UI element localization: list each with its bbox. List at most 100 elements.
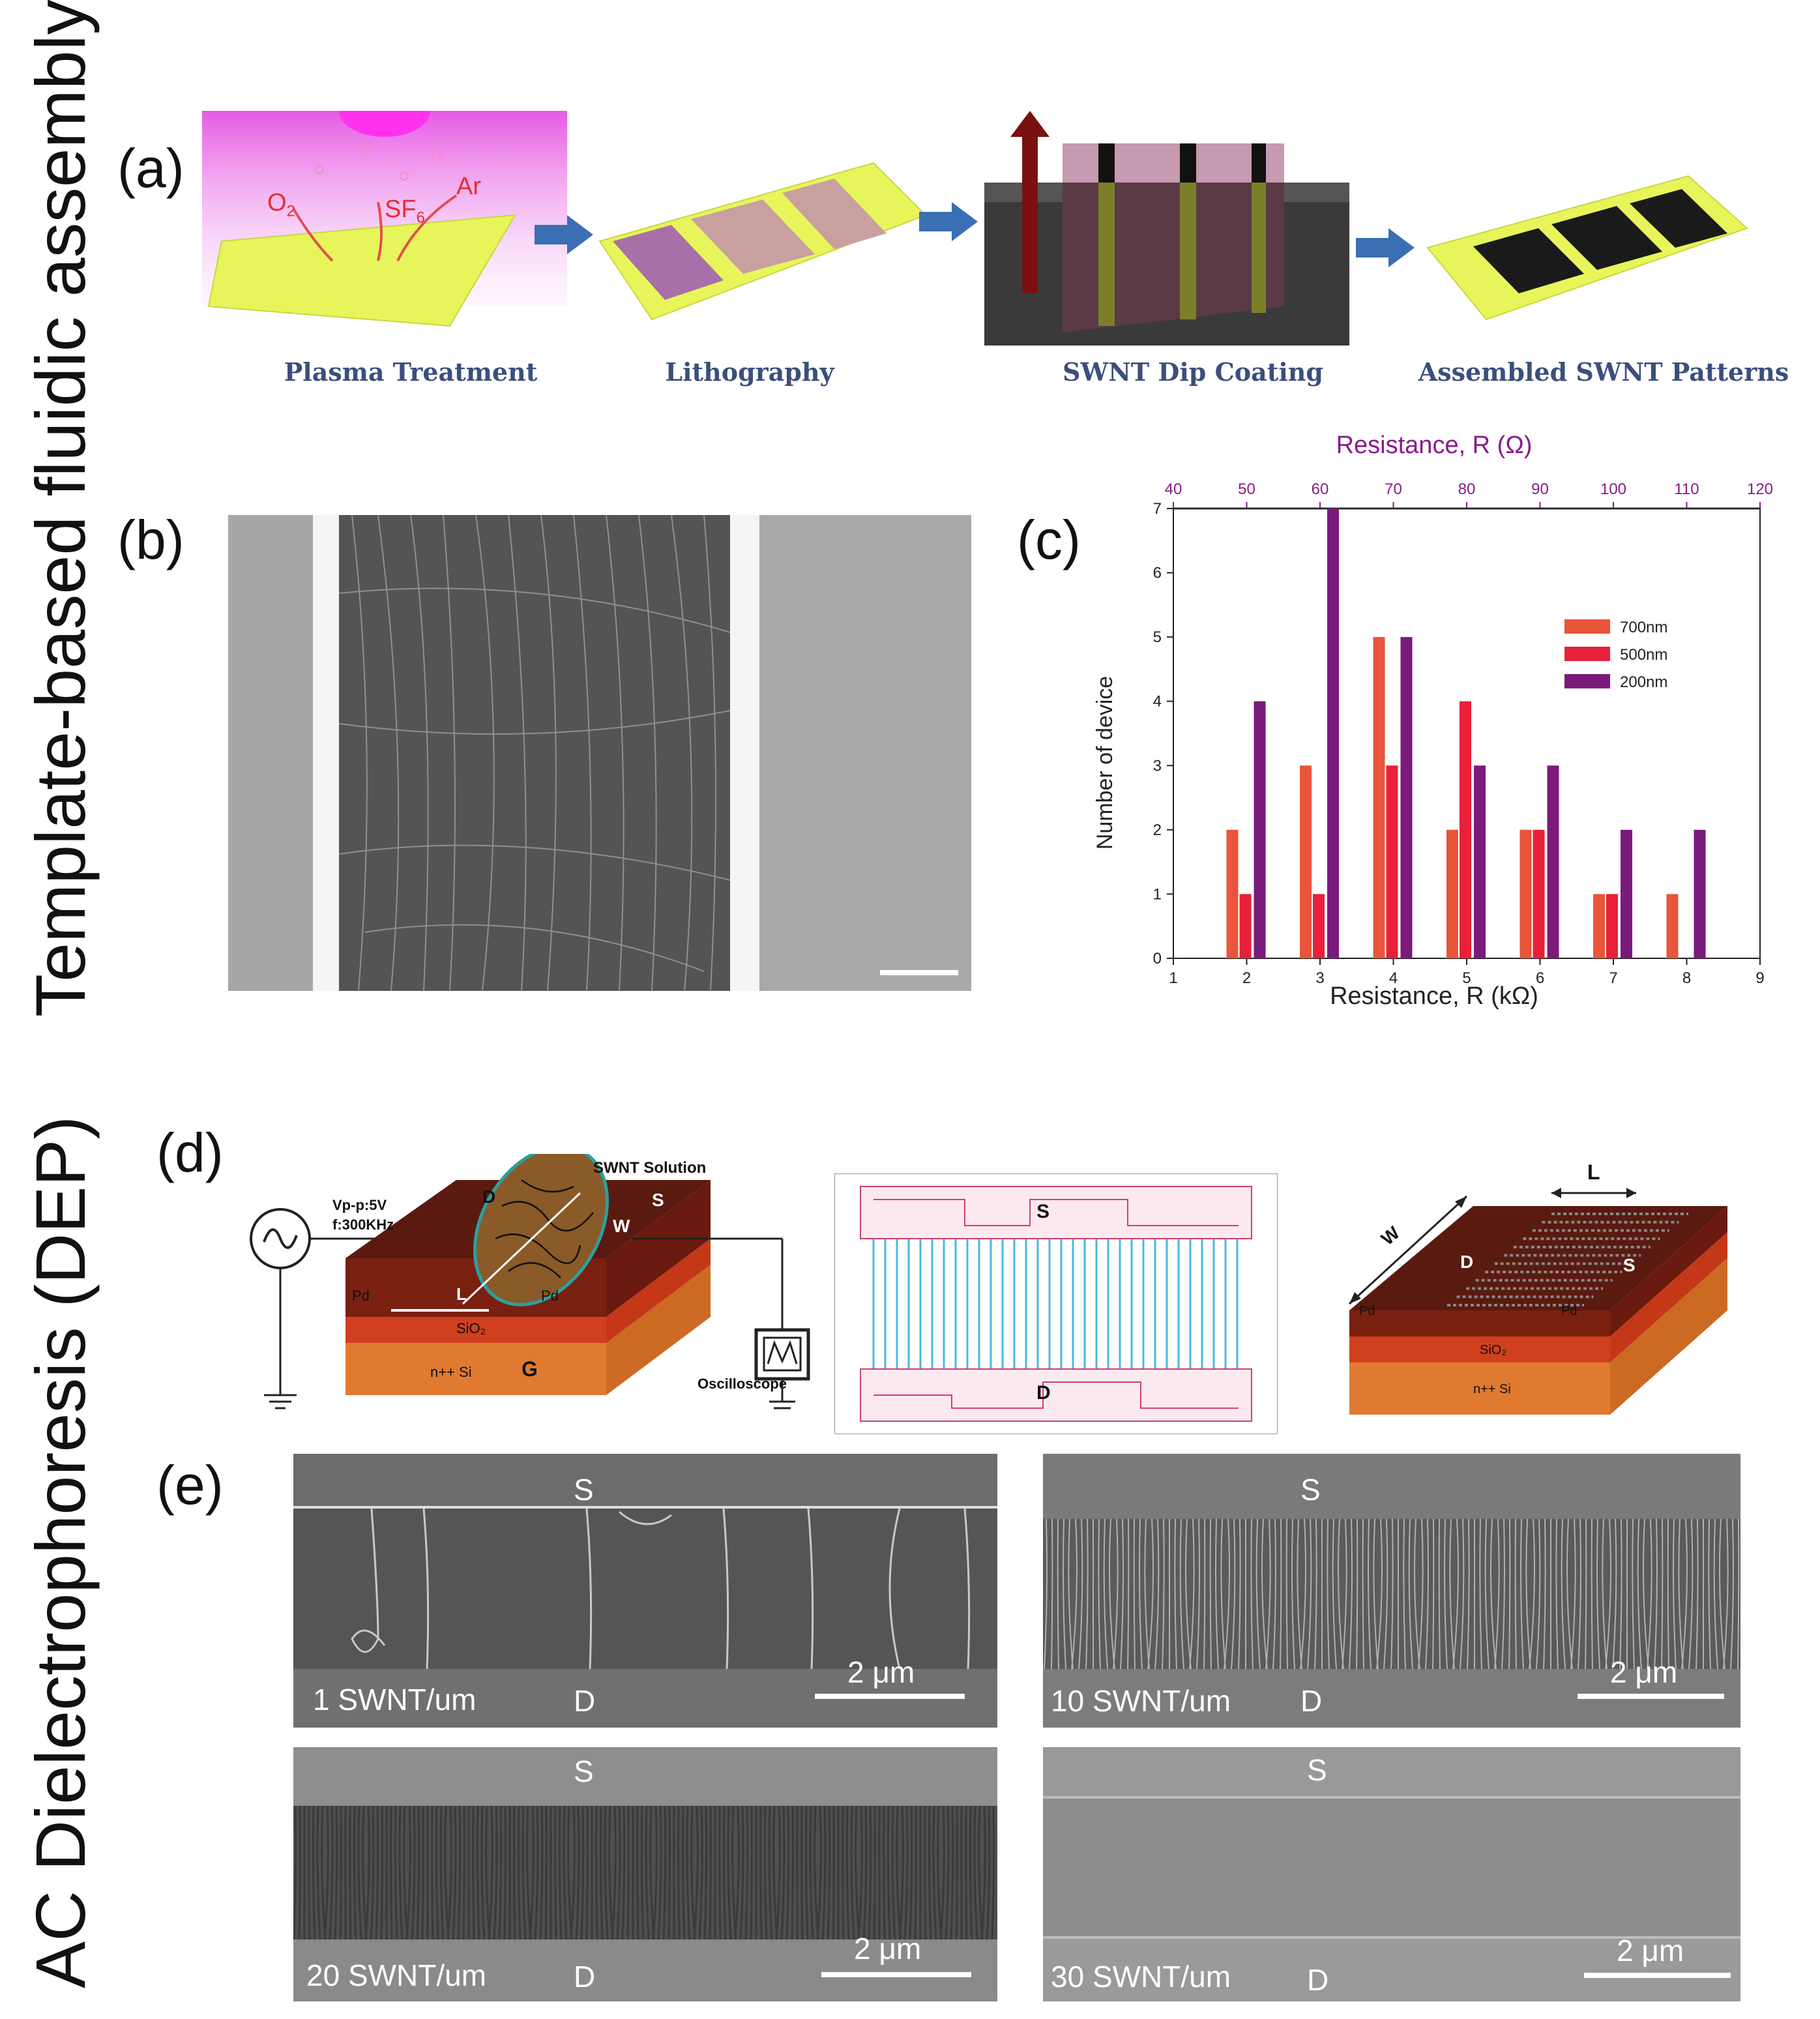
device-drain-label: D — [1460, 1252, 1474, 1272]
panel-label-a: (a) — [117, 138, 184, 199]
sem-2-scale-bar — [1578, 1694, 1724, 1699]
bar-500nm — [1386, 765, 1398, 958]
electrode-edge-left — [313, 515, 339, 991]
lithography-illustration — [598, 162, 927, 321]
sem-3-scale-bar — [821, 1972, 971, 1977]
top-tick-label: 120 — [1747, 480, 1773, 498]
source-label: S — [652, 1190, 664, 1210]
pd-label-right: Pd — [541, 1288, 559, 1304]
top-tick-label: 70 — [1385, 480, 1402, 498]
x-tick-label: 8 — [1682, 969, 1691, 987]
chart-x-axis-label: Resistance, R (kΩ) — [1330, 982, 1538, 1010]
chart-legend: 700nm 500nm 200nm — [1564, 619, 1667, 691]
x-tick-label: 9 — [1755, 969, 1764, 987]
dep-setup-illustration — [250, 1154, 810, 1409]
sem-3-density-label: 20 SWNT/um — [306, 1958, 487, 1992]
y-tick-label: 2 — [1153, 821, 1162, 839]
field-simulation-map — [834, 1173, 1278, 1434]
sio2-label: SiO₂ — [456, 1320, 486, 1336]
top-tick-label: 110 — [1674, 480, 1699, 498]
chart-top-axis: 40 50 60 70 80 90 100 110 120 — [1165, 480, 1773, 510]
bar-200nm — [1694, 829, 1706, 958]
process-arrow-1 — [535, 215, 593, 254]
bar-700nm — [1446, 829, 1458, 958]
sem-image-1: S D 1 SWNT/um 2 μm — [293, 1454, 997, 1728]
sim-drain-label: D — [1036, 1382, 1051, 1404]
step-caption-assembled: Assembled SWNT Patterns — [1418, 357, 1789, 387]
bar-200nm — [1327, 508, 1339, 958]
legend-swatch — [1564, 674, 1610, 688]
source-voltage-label: Vp-p:5V — [332, 1197, 387, 1213]
electrode-right — [759, 515, 971, 991]
device-source-label: S — [1623, 1255, 1636, 1275]
scale-bar — [880, 970, 958, 975]
step-caption-plasma: Plasma Treatment — [284, 357, 538, 387]
process-arrow-2 — [919, 202, 978, 241]
x-tick-label: 2 — [1242, 969, 1251, 987]
gas-label-sf6: SF6 — [385, 196, 425, 227]
swnt-solution-label: SWNT Solution — [593, 1159, 707, 1177]
drain-label: D — [482, 1186, 496, 1207]
bar-500nm — [1533, 829, 1545, 958]
sem-1-scale-bar — [815, 1694, 965, 1699]
y-tick-label: 1 — [1153, 885, 1162, 903]
pd-label-left: Pd — [352, 1288, 370, 1304]
sem-1-scale-label: 2 μm — [847, 1655, 915, 1689]
side-label-template-assembly: Template-based fluidic assembly — [21, 0, 100, 1017]
top-tick-label: 60 — [1312, 480, 1329, 498]
sem-2-s-label: S — [1300, 1473, 1321, 1507]
bar-200nm — [1254, 701, 1266, 958]
legend-label: 700nm — [1620, 619, 1667, 636]
top-tick-label: 40 — [1165, 480, 1182, 498]
panel-c-chart: Resistance, R (Ω) 40 50 60 70 80 90 100 110 120 … — [1093, 432, 1773, 1010]
sem-3-scale-label: 2 μm — [854, 1932, 922, 1966]
top-tick-label: 100 — [1600, 480, 1626, 498]
top-tick-label: 80 — [1458, 480, 1476, 498]
y-tick-label: 3 — [1153, 757, 1162, 774]
bar-500nm — [1606, 894, 1618, 958]
step-caption-dip-coating: SWNT Dip Coating — [1063, 357, 1323, 387]
sem-4-s-label: S — [1307, 1753, 1327, 1787]
sem-4-density-label: 30 SWNT/um — [1051, 1960, 1231, 1994]
electrode-left — [228, 515, 313, 991]
x-tick-label: 4 — [1389, 969, 1398, 987]
bar-200nm — [1547, 765, 1559, 958]
bar-700nm — [1373, 637, 1385, 958]
y-tick-label: 7 — [1153, 500, 1162, 518]
sim-source-label: S — [1036, 1201, 1050, 1222]
legend-swatch — [1564, 647, 1610, 661]
sem-image-3: S D 20 SWNT/um 2 μm — [293, 1747, 997, 2001]
panel-label-e: (e) — [156, 1454, 224, 1516]
bar-700nm — [1519, 829, 1532, 958]
swnt-network — [339, 515, 730, 991]
si-label: n++ Si — [430, 1364, 472, 1380]
sem-2-scale-label: 2 μm — [1610, 1655, 1678, 1689]
sem-3-d-label: D — [574, 1960, 596, 1994]
panel-label-c: (c) — [1017, 509, 1081, 570]
sem-image-4: S D 30 SWNT/um 2 μm — [1043, 1747, 1740, 2001]
sem-4-scale-bar — [1584, 1973, 1731, 1978]
top-tick-label: 50 — [1238, 480, 1255, 498]
bar-700nm — [1666, 894, 1679, 958]
bar-500nm — [1313, 894, 1325, 958]
device-sio2-label: SiO₂ — [1480, 1343, 1507, 1357]
sem-4-d-label: D — [1307, 1963, 1329, 1997]
bar-700nm — [1593, 894, 1605, 958]
sem-1-density-label: 1 SWNT/um — [313, 1683, 477, 1717]
panel-label-d: (d) — [156, 1122, 224, 1183]
sem-image-2: S D 10 SWNT/um 2 μm — [1043, 1454, 1740, 1728]
sem-3-s-label: S — [574, 1754, 594, 1788]
x-tick-label: 5 — [1462, 969, 1471, 987]
sem-2-d-label: D — [1300, 1684, 1323, 1718]
device-length-label: L — [1587, 1160, 1600, 1184]
sem-1-d-label: D — [574, 1684, 596, 1718]
x-tick-label: 3 — [1315, 969, 1324, 987]
panel-b-sem-image — [228, 515, 971, 991]
process-arrow-3 — [1356, 228, 1415, 267]
bar-500nm — [1460, 701, 1471, 958]
device-pd-left: Pd — [1359, 1304, 1375, 1318]
sem-1-s-label: S — [574, 1473, 594, 1507]
device-si-label: n++ Si — [1473, 1382, 1511, 1396]
bar-700nm — [1226, 829, 1239, 958]
